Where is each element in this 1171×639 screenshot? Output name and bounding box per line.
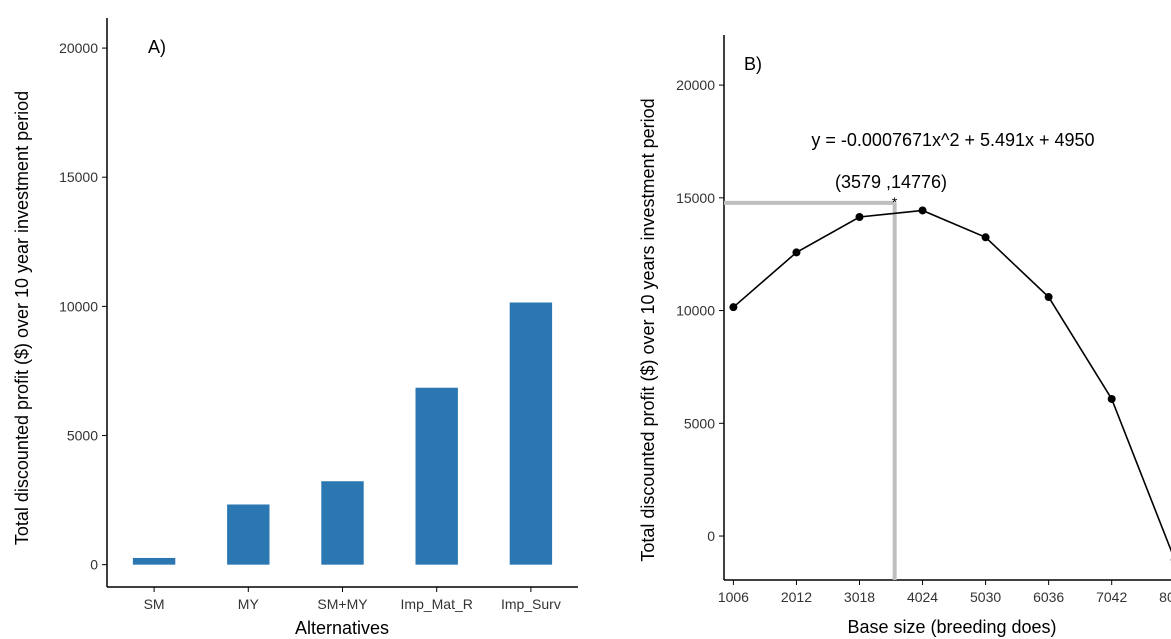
y-tick-label: 10000 [676, 303, 715, 319]
bar-sm-my [321, 481, 364, 565]
y-tick-label: 20000 [676, 77, 715, 93]
x-tick-label: 7042 [1096, 589, 1127, 605]
panel-a-bars [132, 302, 553, 565]
data-point [729, 303, 738, 312]
y-tick-label: 10000 [59, 298, 98, 314]
x-tick-label: Imp_Mat_R [401, 596, 473, 612]
panel-a-x-axis-title: Alternatives [295, 618, 389, 638]
data-point [855, 212, 864, 221]
y-tick-label: 15000 [59, 169, 98, 185]
x-tick-label: MY [238, 596, 260, 612]
panel-b-series [729, 206, 1171, 562]
y-tick-label: 0 [707, 528, 715, 544]
y-tick-label: 20000 [59, 40, 98, 56]
panel-a-label: A) [148, 37, 166, 57]
panel-b-optimum-guides: * [724, 194, 898, 580]
bar-imp-mat-r [415, 387, 458, 565]
panel-a-y-ticks: 0 5000 10000 15000 20000 [59, 40, 107, 573]
x-tick-label: 5030 [970, 589, 1001, 605]
bar-sm [132, 557, 176, 565]
panel-b-x-axis-title: Base size (breeding does) [847, 617, 1056, 637]
panel-b-label: B) [744, 54, 762, 74]
x-tick-label: SM+MY [317, 596, 368, 612]
panel-b-x-ticks: 1006 2012 3018 4024 5030 6036 7042 8048 [718, 580, 1171, 605]
x-tick-label: 1006 [718, 589, 749, 605]
x-tick-label: 3018 [844, 589, 875, 605]
data-point [1044, 293, 1053, 302]
x-tick-label: SM [144, 596, 165, 612]
x-tick-label: 8048 [1159, 589, 1171, 605]
optimum-label: (3579 ,14776) [835, 172, 947, 192]
x-tick-label: 2012 [781, 589, 812, 605]
panel-a-bar-chart: 0 5000 10000 15000 20000 SM MY SM+MY Imp_Mat_R I… [12, 18, 578, 638]
optimum-marker: * [892, 194, 898, 210]
data-point [981, 233, 990, 242]
bar-imp-surv [509, 302, 553, 565]
bar-my [227, 504, 270, 565]
x-tick-label: 4024 [907, 589, 938, 605]
data-point [918, 206, 927, 215]
x-tick-label: Imp_Surv [501, 596, 561, 612]
panel-a-y-axis-title: Total discounted profit ($) over 10 year… [12, 91, 32, 545]
regression-equation: y = -0.0007671x^2 + 5.491x + 4950 [811, 130, 1094, 150]
data-point [792, 248, 801, 257]
data-point [1107, 394, 1116, 403]
panel-b-line-chart: 0 5000 10000 15000 20000 * 1006 2012 3018 4024 5… [638, 35, 1171, 637]
panel-a-x-ticks: SM MY SM+MY Imp_Mat_R Imp_Surv [144, 587, 561, 612]
y-tick-label: 5000 [67, 428, 98, 444]
panel-b-y-ticks: 0 5000 10000 15000 20000 [676, 77, 724, 544]
profit-line [732, 209, 1171, 553]
y-tick-label: 5000 [684, 415, 715, 431]
y-tick-label: 15000 [676, 190, 715, 206]
x-tick-label: 6036 [1033, 589, 1064, 605]
y-tick-label: 0 [90, 557, 98, 573]
panel-b-y-axis-title: Total discounted profit ($) over 10 year… [638, 98, 658, 561]
